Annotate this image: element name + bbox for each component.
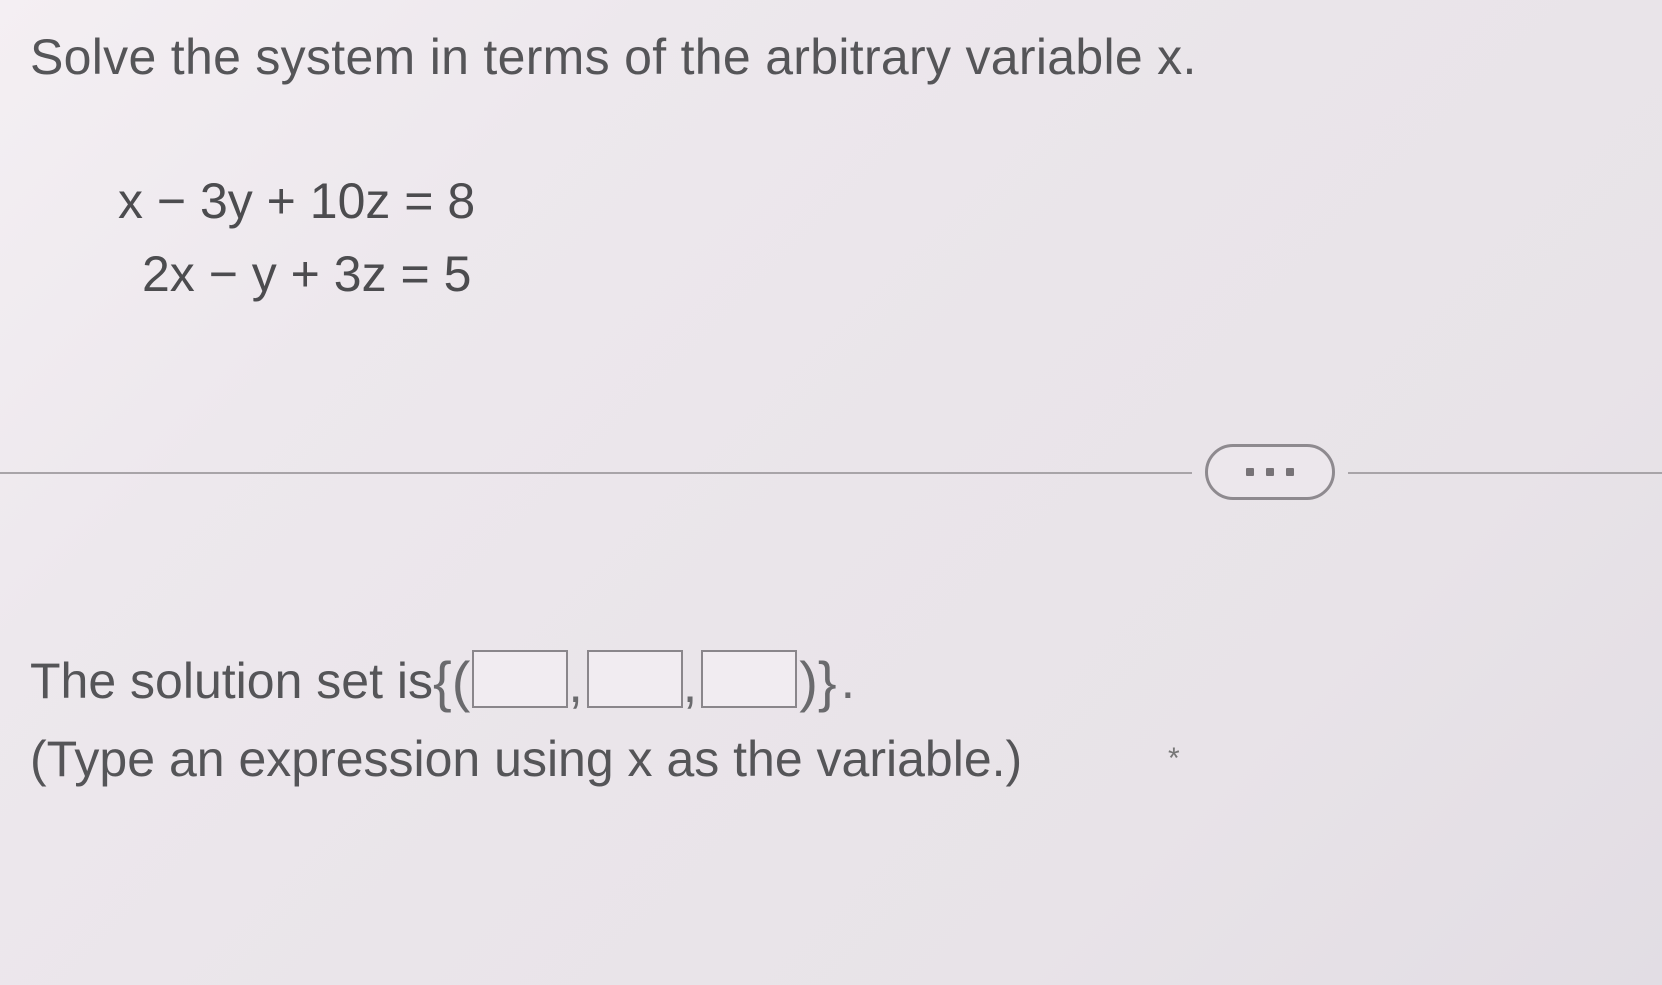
answer-line: The solution set is { ( , , ) } .: [30, 640, 855, 711]
answer-hint: (Type an expression using x as the varia…: [30, 730, 1022, 788]
equation-1: x − 3y + 10z = 8: [118, 165, 475, 238]
open-paren: (: [452, 649, 471, 714]
more-options-button[interactable]: [1205, 444, 1335, 500]
divider-line-left: [0, 472, 1192, 474]
divider-line-right: [1348, 472, 1662, 474]
open-brace: {: [433, 649, 452, 714]
equation-block: x − 3y + 10z = 8 2x − y + 3z = 5: [118, 165, 475, 310]
dot-icon: [1286, 468, 1294, 476]
footnote-asterisk: *: [1168, 742, 1180, 776]
comma-1: ,: [568, 655, 582, 715]
dot-icon: [1246, 468, 1254, 476]
close-brace: }: [818, 649, 837, 714]
answer-lead-text: The solution set is: [30, 652, 433, 710]
answer-input-3[interactable]: [701, 650, 797, 708]
answer-input-2[interactable]: [587, 650, 683, 708]
dot-icon: [1266, 468, 1274, 476]
close-paren: ): [799, 649, 818, 714]
answer-input-1[interactable]: [472, 650, 568, 708]
problem-prompt: Solve the system in terms of the arbitra…: [30, 28, 1197, 86]
comma-2: ,: [683, 655, 697, 715]
equation-2: 2x − y + 3z = 5: [118, 238, 475, 311]
answer-period: .: [841, 651, 855, 711]
